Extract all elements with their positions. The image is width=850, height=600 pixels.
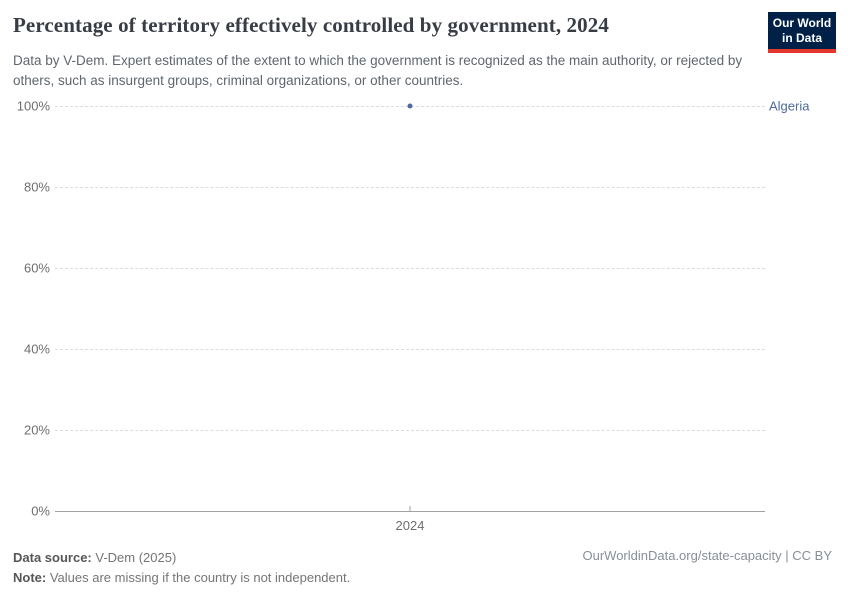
x-tick-label: 2024: [395, 518, 425, 533]
gridline-40: [55, 349, 765, 350]
note-label: Note:: [13, 570, 47, 585]
x-axis-line: [55, 511, 765, 512]
y-tick-label-100: 100%: [16, 98, 50, 114]
x-tick-mark: [409, 506, 411, 511]
y-tick-label-60: 60%: [23, 260, 50, 276]
y-axis-labels: 100% 80% 60% 40% 20% 0%: [0, 99, 50, 519]
note-line: Note: Values are missing if the country …: [13, 568, 350, 588]
owid-logo[interactable]: Our World in Data: [768, 12, 836, 53]
owid-logo-line1: Our World: [772, 16, 832, 30]
y-tick-label-20: 20%: [23, 422, 50, 438]
gridline-20: [55, 430, 765, 431]
data-source-label: Data source:: [13, 550, 92, 565]
data-point-algeria[interactable]: [407, 103, 413, 109]
plot-area: 2024 Algeria: [55, 99, 809, 533]
chart-subtitle: Data by V-Dem. Expert estimates of the e…: [13, 53, 743, 88]
page-title: Percentage of territory effectively cont…: [13, 13, 609, 37]
y-tick-label-40: 40%: [23, 341, 50, 357]
owid-logo-line2: in Data: [781, 31, 822, 45]
chart-footer: Data source: V-Dem (2025) Note: Values a…: [13, 548, 350, 588]
data-source-line: Data source: V-Dem (2025): [13, 548, 350, 568]
attribution-link[interactable]: OurWorldinData.org/state-capacity | CC B…: [582, 548, 832, 563]
note-value: Values are missing if the country is not…: [46, 570, 351, 585]
entity-label[interactable]: Algeria: [769, 98, 810, 114]
gridline-80: [55, 187, 765, 188]
y-tick-label-80: 80%: [23, 179, 50, 195]
gridline-60: [55, 268, 765, 269]
data-source-value: V-Dem (2025): [91, 550, 177, 565]
y-tick-label-0: 0%: [31, 503, 50, 519]
